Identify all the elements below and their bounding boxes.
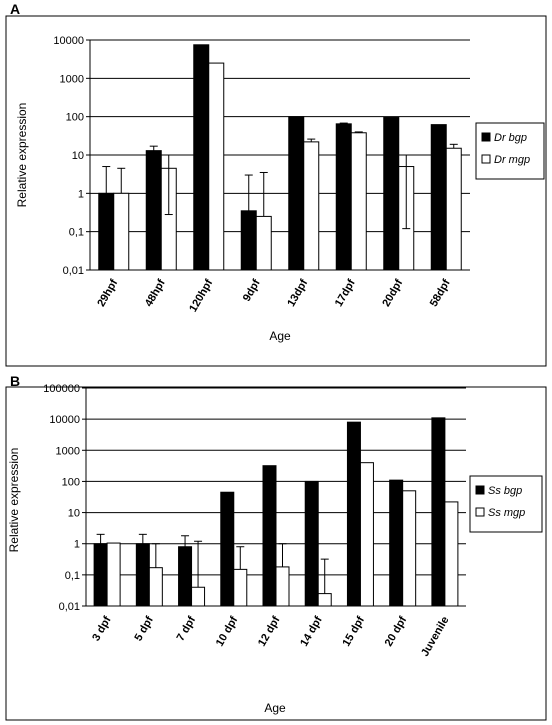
bar-dr-mgp bbox=[303, 141, 320, 271]
x-tick-label: 15 dpf bbox=[340, 614, 367, 648]
legend-entry: Dr mgp bbox=[494, 154, 530, 166]
y-tick-label: 10 bbox=[68, 508, 80, 520]
legend-swatch bbox=[481, 154, 491, 164]
bar-dr-mgp bbox=[255, 215, 272, 271]
bar-ss-bgp bbox=[93, 543, 108, 607]
x-tick-label: 12 dpf bbox=[256, 614, 283, 648]
bar-ss-bgp bbox=[220, 491, 235, 607]
panel-label: A bbox=[10, 1, 20, 17]
y-tick-label: 0,1 bbox=[65, 570, 80, 582]
bar-dr-bgp bbox=[383, 117, 400, 271]
bar-dr-bgp bbox=[240, 210, 257, 271]
bar-ss-bgp bbox=[178, 546, 193, 607]
legend-swatch bbox=[481, 132, 491, 142]
y-tick-label: 10 bbox=[72, 150, 84, 162]
bar-ss-bgp bbox=[304, 480, 319, 607]
bar-ss-bgp bbox=[389, 479, 404, 607]
legend-box bbox=[469, 475, 543, 533]
bar-ss-bgp bbox=[431, 417, 446, 607]
x-axis-label: Age bbox=[264, 701, 286, 715]
bar-dr-mgp bbox=[113, 192, 130, 271]
legend-entry: Ss bgp bbox=[488, 485, 522, 497]
x-axis-label: Age bbox=[269, 329, 291, 343]
bar-dr-bgp bbox=[430, 124, 447, 271]
bar-ss-mgp bbox=[317, 593, 332, 607]
bar-ss-mgp bbox=[106, 542, 121, 607]
y-axis-label: Relative expression bbox=[15, 103, 29, 208]
legend-swatch bbox=[475, 507, 485, 517]
legend-box bbox=[475, 122, 545, 180]
y-tick-label: 1 bbox=[78, 188, 84, 200]
x-tick-label: 120hpf bbox=[187, 277, 215, 314]
y-tick-label: 10000 bbox=[53, 35, 84, 47]
chart-panel-b: B 100000 10000 1000 100 10 1 0,1 0,01 3 dpf 5 dpf 7… bbox=[5, 373, 547, 721]
y-tick-label: 0,01 bbox=[59, 601, 80, 613]
bar-dr-mgp bbox=[208, 62, 225, 271]
y-axis-label: Relative expression bbox=[7, 448, 21, 553]
bar-dr-bgp bbox=[335, 123, 352, 271]
y-tick-label: 0,1 bbox=[69, 227, 84, 239]
y-tick-label: 10000 bbox=[49, 414, 80, 426]
y-tick-label: 1000 bbox=[56, 445, 80, 457]
panel-frame bbox=[5, 386, 547, 721]
bar-ss-mgp bbox=[402, 490, 417, 607]
x-tick-label: 20dpf bbox=[380, 277, 405, 309]
chart-panel-a: A 10000 1000 100 10 1 0,1 0,01 29hpf 48hpf 120hpf 9… bbox=[5, 1, 547, 367]
bar-ss-mgp bbox=[444, 501, 459, 607]
bar-dr-mgp bbox=[350, 132, 367, 271]
y-tick-label: 100 bbox=[66, 112, 84, 124]
x-tick-label: 17dpf bbox=[333, 277, 358, 309]
panel-frame bbox=[5, 15, 547, 367]
bar-dr-bgp bbox=[288, 116, 305, 271]
legend-swatch bbox=[475, 485, 485, 495]
bar-dr-bgp bbox=[145, 150, 162, 271]
x-tick-label: 29hpf bbox=[95, 277, 120, 309]
bar-ss-mgp bbox=[191, 586, 206, 607]
bar-ss-bgp bbox=[135, 543, 150, 607]
bar-ss-mgp bbox=[148, 567, 163, 607]
bar-ss-mgp bbox=[275, 566, 290, 607]
bar-dr-bgp bbox=[98, 192, 115, 271]
legend-entry: Ss mgp bbox=[488, 507, 525, 519]
x-tick-label: 13dpf bbox=[285, 277, 310, 309]
x-tick-label: 3 dpf bbox=[90, 614, 114, 643]
bar-dr-bgp bbox=[193, 44, 210, 271]
x-tick-label: 5 dpf bbox=[132, 614, 156, 643]
bar-ss-bgp bbox=[346, 421, 361, 607]
x-tick-label: 58dpf bbox=[428, 277, 453, 309]
y-tick-label: 100 bbox=[62, 476, 80, 488]
panel-label: B bbox=[10, 373, 20, 389]
y-tick-label: 1000 bbox=[60, 73, 84, 85]
x-tick-label: Juvenile bbox=[419, 615, 451, 659]
y-tick-label: 100000 bbox=[43, 383, 80, 395]
x-tick-label: 10 dpf bbox=[214, 614, 241, 648]
x-tick-label: 7 dpf bbox=[175, 614, 199, 643]
x-tick-label: 20 dpf bbox=[383, 614, 410, 648]
legend-entry: Dr bgp bbox=[494, 132, 527, 144]
x-tick-label: 14 dpf bbox=[298, 614, 325, 648]
bar-dr-mgp bbox=[445, 147, 462, 271]
y-tick-label: 0,01 bbox=[63, 265, 84, 277]
bar-ss-mgp bbox=[233, 568, 248, 607]
x-tick-label: 9dpf bbox=[241, 277, 263, 303]
x-tick-label: 48hpf bbox=[143, 277, 168, 309]
bar-ss-mgp bbox=[359, 462, 374, 607]
y-tick-label: 1 bbox=[74, 539, 80, 551]
bar-ss-bgp bbox=[262, 465, 277, 607]
